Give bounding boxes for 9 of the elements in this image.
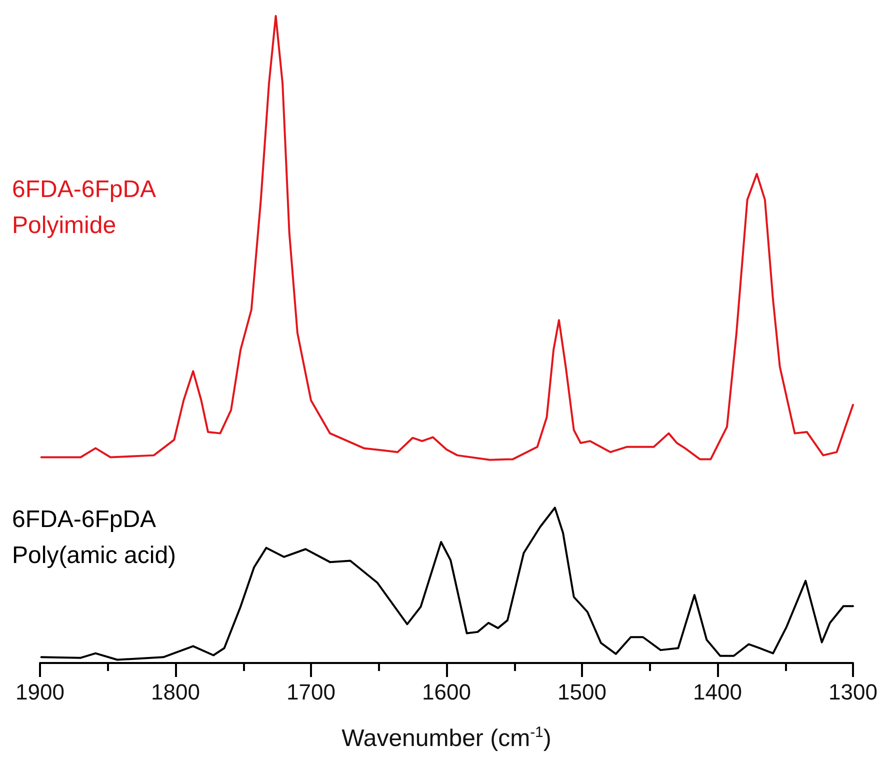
x-tick-label: 1700: [286, 680, 336, 704]
x-tick-label: 1900: [16, 680, 64, 704]
text: 6FDA-6FpDA Polyimide: [12, 176, 156, 240]
text: 6FDA-6FpDA Poly(amic acid): [12, 506, 176, 570]
x-tick-label: 1300: [828, 680, 878, 704]
x-tick-label: 1500: [558, 680, 606, 704]
x-tick-label: 1600: [422, 680, 471, 704]
x-tick-label: 1800: [151, 680, 200, 704]
x-tick-label: 1400: [693, 680, 742, 704]
